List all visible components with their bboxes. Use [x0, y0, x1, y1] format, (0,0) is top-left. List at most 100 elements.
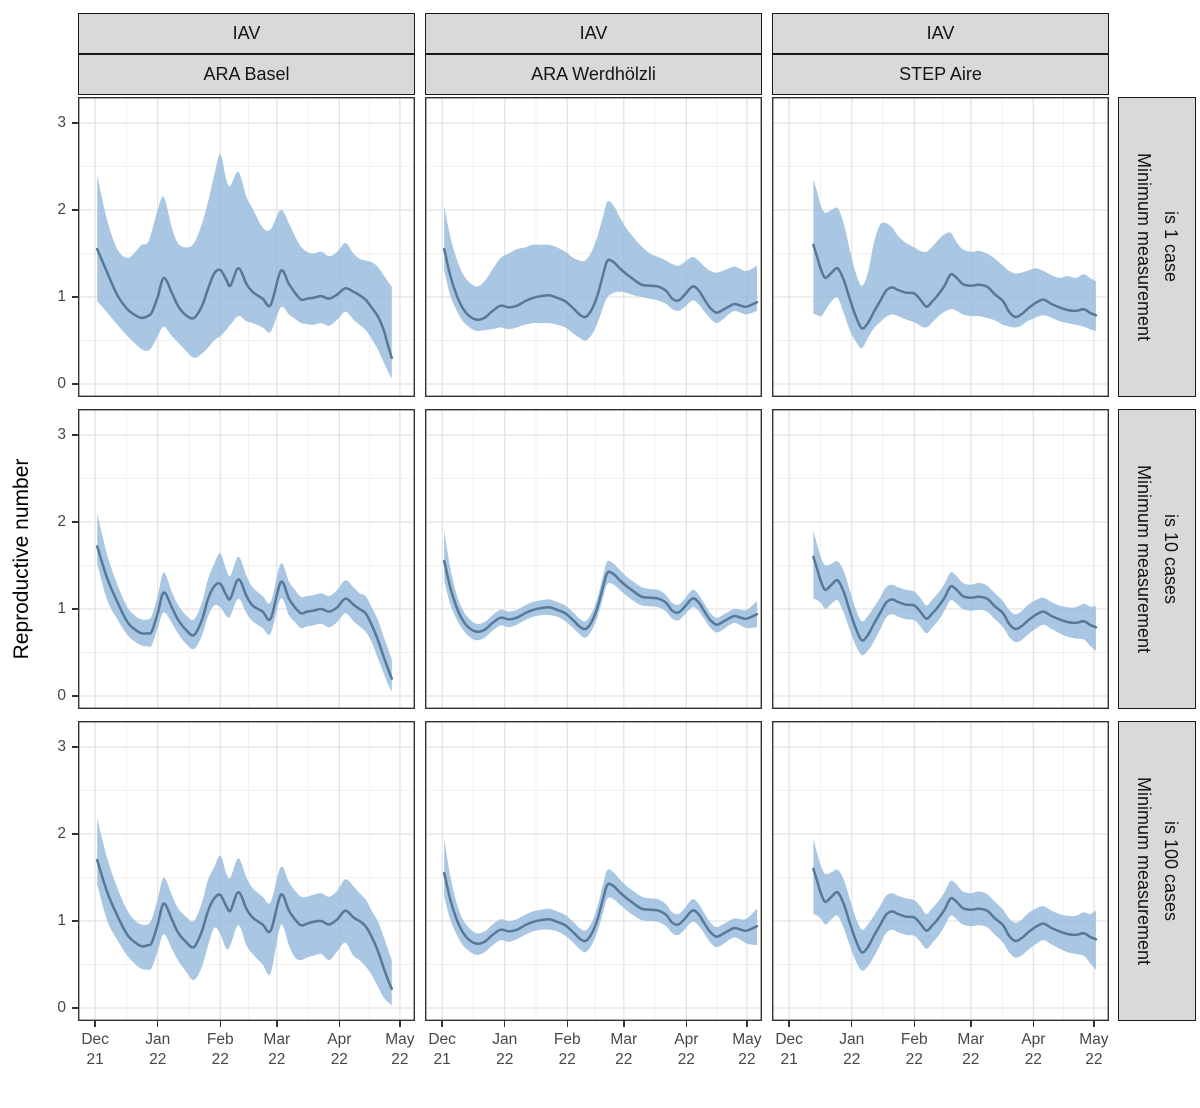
- panel-border: [424, 408, 763, 710]
- x-tick-label: Dec 21: [775, 1031, 803, 1069]
- x-tick: [503, 1021, 506, 1027]
- x-tick-label: May 22: [385, 1031, 415, 1069]
- y-tick: [72, 383, 78, 385]
- facet-row-label-text: Minimum measurement is 100 cases: [1134, 776, 1181, 966]
- x-tick: [566, 1021, 569, 1027]
- y-tick-label: 0: [57, 998, 66, 1016]
- x-tick-label: Mar 22: [957, 1031, 985, 1069]
- x-tick: [850, 1021, 853, 1027]
- x-tick: [685, 1021, 688, 1027]
- facet-column-header-level1: IAV: [772, 13, 1109, 54]
- median-line: [95, 545, 394, 680]
- x-tick: [156, 1021, 159, 1027]
- y-tick-label: 0: [57, 374, 66, 392]
- x-tick-label: Apr 22: [327, 1031, 352, 1069]
- median-line: [442, 871, 759, 945]
- panel-border: [77, 96, 416, 398]
- x-tick-label: Feb 22: [553, 1031, 581, 1069]
- panel-border: [77, 720, 416, 1022]
- x-tick-label: Mar 22: [263, 1031, 291, 1069]
- panel-border: [77, 408, 416, 710]
- y-tick: [72, 608, 78, 610]
- panel-row1-col2: [771, 408, 1110, 710]
- y-tick-label: 3: [57, 426, 66, 444]
- x-tick: [1093, 1021, 1095, 1027]
- x-tick: [970, 1021, 972, 1027]
- panel-canvas: [771, 96, 1110, 398]
- x-tick-label: Dec 21: [81, 1031, 109, 1069]
- panel-row0-col2: [771, 96, 1110, 398]
- median-line: [95, 247, 394, 360]
- confidence-ribbon: [97, 818, 392, 1006]
- facet-row-label: Minimum measurement is 10 cases: [1118, 409, 1196, 709]
- x-tick: [746, 1021, 748, 1027]
- panel-row2-col0: [77, 720, 416, 1022]
- x-tick: [338, 1021, 341, 1027]
- facet-column-header-level2: ARA Werdhölzli: [425, 54, 762, 95]
- y-tick-label: 3: [57, 738, 66, 756]
- y-tick: [72, 209, 78, 211]
- y-tick: [72, 296, 78, 298]
- y-tick-label: 1: [57, 288, 66, 305]
- panel-canvas: [77, 720, 416, 1022]
- x-tick: [441, 1021, 443, 1027]
- x-tick: [399, 1021, 401, 1027]
- x-tick-label: Dec 21: [428, 1031, 456, 1069]
- x-tick-label: Feb 22: [206, 1031, 234, 1069]
- x-tick-label: Apr 22: [674, 1031, 699, 1069]
- y-tick-label: 2: [57, 825, 66, 843]
- y-tick-label: 3: [57, 114, 66, 132]
- y-tick: [72, 122, 78, 124]
- median-line: [95, 858, 394, 991]
- y-tick: [72, 833, 78, 835]
- panel-row1-col1: [424, 408, 763, 710]
- y-tick: [72, 521, 78, 523]
- x-tick: [219, 1021, 222, 1027]
- y-tick-label: 2: [57, 513, 66, 531]
- confidence-ribbon: [444, 200, 757, 341]
- x-tick: [94, 1021, 96, 1027]
- x-tick: [913, 1021, 916, 1027]
- panel-border: [424, 96, 763, 398]
- facet-column-header-level2: STEP Aire: [772, 54, 1109, 95]
- panel-border: [771, 408, 1110, 710]
- y-tick: [72, 1007, 78, 1009]
- confidence-ribbon: [813, 179, 1096, 349]
- confidence-ribbon: [813, 530, 1096, 656]
- panel-border: [771, 96, 1110, 398]
- panel-row1-col0: [77, 408, 416, 710]
- y-tick: [72, 434, 78, 436]
- confidence-ribbon: [813, 839, 1096, 971]
- y-tick: [72, 920, 78, 922]
- panel-row0-col1: [424, 96, 763, 398]
- median-line: [442, 559, 759, 633]
- x-tick-label: Jan 22: [839, 1031, 865, 1069]
- panel-canvas: [771, 408, 1110, 710]
- facet-row-label: Minimum measurement is 100 cases: [1118, 721, 1196, 1021]
- x-tick-label: Apr 22: [1021, 1031, 1046, 1069]
- facet-row-label-text: Minimum measurement is 10 cases: [1134, 464, 1181, 654]
- x-tick: [276, 1021, 278, 1027]
- panel-canvas: [424, 720, 763, 1022]
- panel-canvas: [424, 408, 763, 710]
- y-tick-label: 1: [57, 600, 66, 617]
- median-line: [812, 243, 1098, 330]
- panel-border: [771, 720, 1110, 1022]
- confidence-ribbon: [97, 154, 392, 379]
- y-tick-label: 0: [57, 686, 66, 704]
- confidence-ribbon: [97, 513, 392, 692]
- panel-canvas: [424, 96, 763, 398]
- x-tick: [623, 1021, 625, 1027]
- x-tick-label: Mar 22: [610, 1031, 638, 1069]
- x-tick-label: Feb 22: [900, 1031, 928, 1069]
- y-tick: [72, 695, 78, 697]
- x-tick-label: May 22: [732, 1031, 762, 1069]
- facet-column-header-level2: ARA Basel: [78, 54, 415, 95]
- y-tick: [72, 746, 78, 748]
- median-line: [812, 555, 1098, 642]
- x-tick-label: Jan 22: [492, 1031, 518, 1069]
- median-line: [442, 247, 759, 321]
- x-tick: [1032, 1021, 1035, 1027]
- panel-canvas: [771, 720, 1110, 1022]
